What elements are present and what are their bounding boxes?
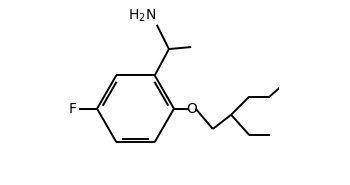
Text: F: F	[69, 102, 77, 116]
Text: H$_2$N: H$_2$N	[128, 7, 156, 24]
Text: O: O	[186, 102, 197, 116]
